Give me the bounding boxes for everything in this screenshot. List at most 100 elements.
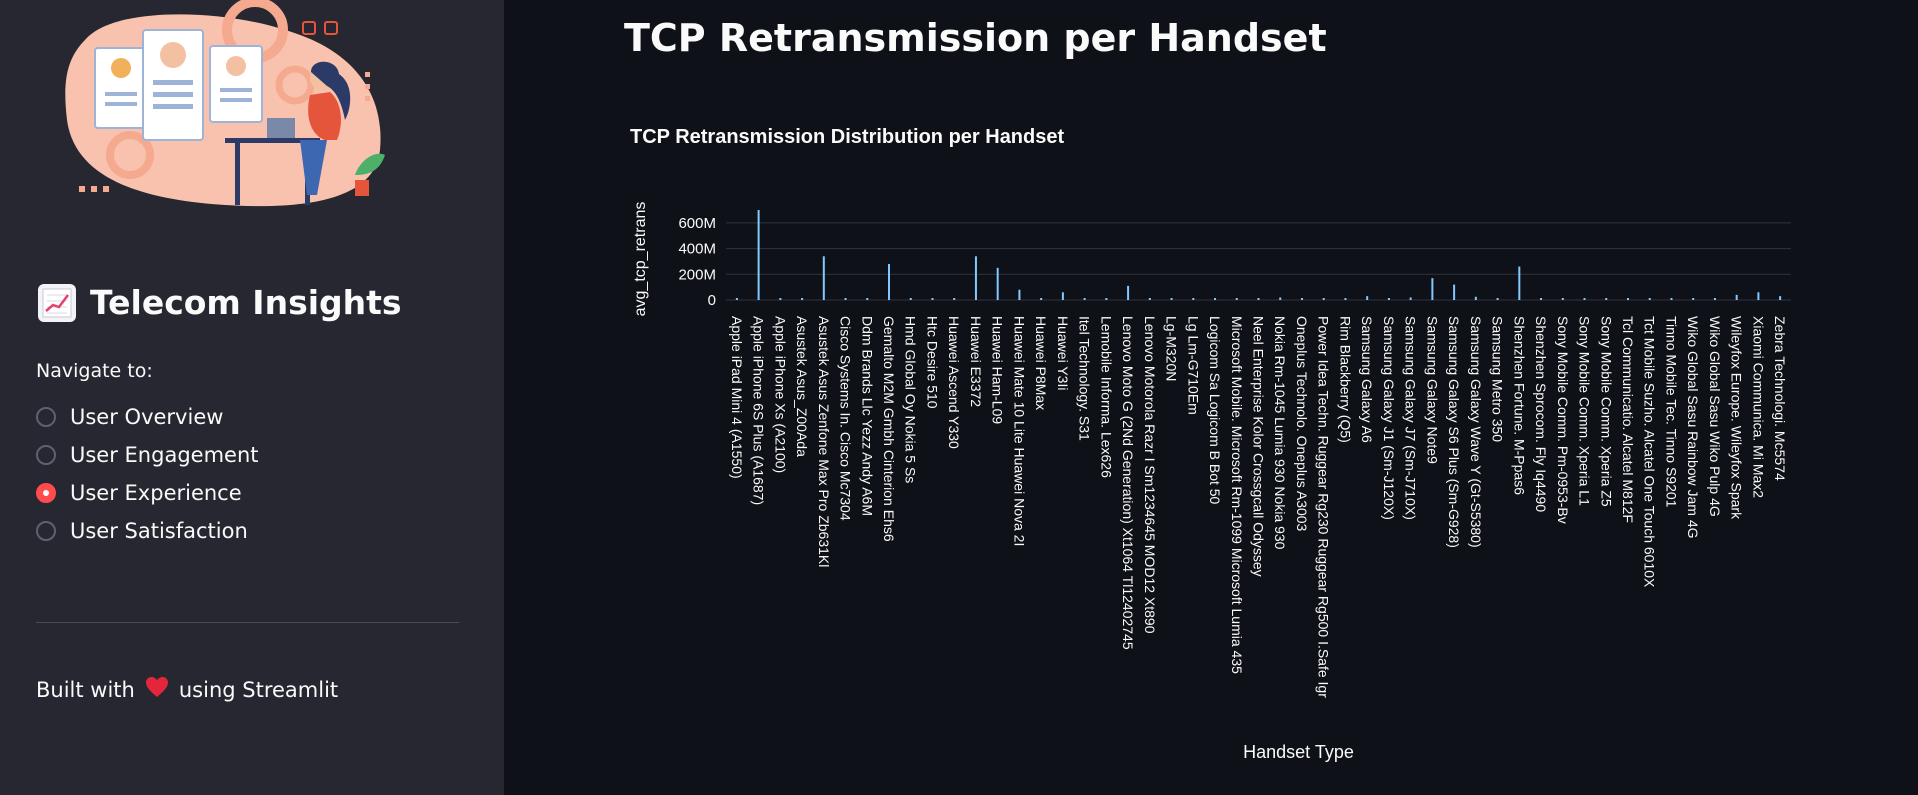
- nav-item-user-experience[interactable]: User Experience: [36, 474, 259, 512]
- app-title: Telecom Insights: [90, 283, 402, 322]
- bar[interactable]: [1366, 296, 1369, 300]
- footer-suffix: using Streamlit: [178, 677, 339, 702]
- bar[interactable]: [1605, 298, 1608, 300]
- bar[interactable]: [1757, 292, 1760, 300]
- x-tick-label: Oneplus Technolo. Oneplus A3003: [1294, 316, 1310, 532]
- bar[interactable]: [931, 298, 934, 300]
- x-tick-label: Asustek Asus Zenfone Max Pro Zb631Kl: [816, 316, 832, 567]
- x-tick-label: Gemalto M2M Gmbh Cinterion Ehs6: [881, 316, 897, 542]
- bar[interactable]: [1540, 298, 1543, 300]
- x-tick-label: Htc Desire 510: [924, 316, 940, 409]
- nav-label: Navigate to:: [36, 360, 153, 382]
- bar[interactable]: [757, 210, 760, 300]
- bar[interactable]: [1496, 298, 1499, 300]
- page-title: TCP Retransmission per Handset: [624, 16, 1327, 60]
- bar[interactable]: [1626, 298, 1629, 300]
- bar[interactable]: [909, 298, 912, 300]
- bar[interactable]: [1300, 298, 1303, 300]
- bar[interactable]: [1040, 298, 1043, 300]
- bar[interactable]: [1235, 298, 1238, 300]
- x-tick-label: Huawei E3372: [968, 316, 984, 407]
- bar[interactable]: [822, 256, 825, 300]
- nav-item-user-satisfaction[interactable]: User Satisfaction: [36, 512, 259, 550]
- x-tick-label: Tinno Mobile Tec. Tinno S9201: [1663, 316, 1679, 508]
- x-tick-label: Samsung Galaxy S6 Plus (Sm-G928): [1446, 316, 1462, 548]
- bar[interactable]: [1322, 298, 1325, 300]
- x-tick-label: Samsung Galaxy J7 (Sm-J710X): [1403, 316, 1419, 520]
- sidebar-footer: Built with using Streamlit: [36, 676, 338, 703]
- radio-button[interactable]: [36, 445, 56, 465]
- nav-item-label: User Engagement: [70, 443, 259, 467]
- bar[interactable]: [1431, 278, 1434, 300]
- x-tick-label: Huawei Y3Ii: [1055, 316, 1071, 390]
- bar[interactable]: [1561, 298, 1564, 300]
- y-tick-label: 0: [708, 292, 716, 309]
- bar[interactable]: [1061, 292, 1064, 300]
- nav-item-label: User Overview: [70, 405, 224, 429]
- radio-button[interactable]: [36, 521, 56, 541]
- bar[interactable]: [996, 267, 999, 300]
- x-tick-label: Cisco Systems In. Cisco Mc7304: [838, 316, 854, 521]
- footer-prefix: Built with: [36, 677, 135, 702]
- bar[interactable]: [1735, 294, 1738, 300]
- x-tick-label: Samsung Galaxy Note9: [1424, 316, 1440, 464]
- bar[interactable]: [866, 298, 869, 300]
- bar[interactable]: [779, 298, 782, 300]
- bar[interactable]: [1018, 289, 1021, 300]
- x-tick-label: Shenzhen Sprocom. Fly Iq4490: [1533, 316, 1549, 512]
- bar[interactable]: [1583, 298, 1586, 300]
- bar[interactable]: [844, 298, 847, 300]
- x-tick-label: Lg Lm-G710Em: [1185, 316, 1201, 415]
- bar[interactable]: [1344, 298, 1347, 300]
- y-tick-label: 400M: [678, 241, 716, 258]
- bar[interactable]: [1170, 298, 1173, 300]
- bar[interactable]: [1692, 298, 1695, 300]
- nav-item-label: User Experience: [70, 481, 242, 505]
- y-tick-label: 200M: [678, 266, 716, 283]
- x-tick-label: Tcl Communicatio. Alcatel M812F: [1620, 316, 1636, 523]
- x-tick-label: Power Idea Techn. Ruggear Rg230 Ruggear …: [1316, 316, 1332, 698]
- bar[interactable]: [1474, 296, 1477, 300]
- bar[interactable]: [1148, 298, 1151, 300]
- bar[interactable]: [974, 256, 977, 300]
- sidebar-hero-illustration: [65, 0, 385, 207]
- bar[interactable]: [1387, 298, 1390, 300]
- bar[interactable]: [953, 298, 956, 300]
- x-tick-label: Lg-M320N: [1164, 316, 1180, 381]
- x-tick-label: Nokia Rm-1045 Lumia 930 Nokia 930: [1272, 316, 1288, 550]
- bar[interactable]: [1192, 298, 1195, 300]
- x-tick-label: Zebra Technologi. Mc5574: [1772, 316, 1788, 481]
- x-tick-label: Samsung Galaxy J1 (Sm-J120X): [1381, 316, 1397, 520]
- bar[interactable]: [1257, 298, 1260, 300]
- bar[interactable]: [1670, 298, 1673, 300]
- bar[interactable]: [801, 298, 804, 300]
- x-tick-label: Shenzhen Fortune. M-Ppas6: [1511, 316, 1527, 495]
- bar[interactable]: [1453, 284, 1456, 300]
- bar[interactable]: [1083, 298, 1086, 300]
- radio-button[interactable]: [36, 407, 56, 427]
- x-tick-label: Huawei Ascend Y330: [946, 316, 962, 449]
- chart-title: TCP Retransmission Distribution per Hand…: [630, 126, 1065, 148]
- x-tick-label: Asustek Asus_Z00Ada: [794, 316, 810, 457]
- nav-item-user-overview[interactable]: User Overview: [36, 398, 259, 436]
- bar[interactable]: [888, 264, 891, 300]
- bar[interactable]: [1713, 298, 1716, 300]
- bar[interactable]: [1518, 266, 1521, 300]
- x-tick-label: Tct Mobile Suzho. Alcatel One Touch 6010…: [1642, 316, 1658, 588]
- bar[interactable]: [1779, 296, 1782, 300]
- x-tick-label: Neel Enterprise Kolor Crossgcall Odyssey: [1251, 316, 1267, 577]
- x-tick-label: Lenovo Moto G (2Nd Generation) Xt1064 Tl…: [1120, 316, 1136, 650]
- bar[interactable]: [1409, 297, 1412, 300]
- x-tick-label: Sony Mobile Comm. Pm-0953-Bv: [1555, 316, 1571, 524]
- radio-button-selected[interactable]: [36, 483, 56, 503]
- bar[interactable]: [1105, 298, 1108, 300]
- x-axis-label: Handset Type: [1243, 742, 1354, 762]
- x-tick-label: Microsoft Mobile. Microsoft Rm-1099 Micr…: [1229, 316, 1245, 674]
- tcp-retransmission-bar-chart[interactable]: avg_tcp_retrans Handset Type 0 200M 400M 60…: [616, 180, 1916, 780]
- bar[interactable]: [1279, 297, 1282, 300]
- bar[interactable]: [1127, 285, 1130, 300]
- nav-item-user-engagement[interactable]: User Engagement: [36, 436, 259, 474]
- bar[interactable]: [735, 298, 738, 300]
- bar[interactable]: [1214, 298, 1217, 300]
- bar[interactable]: [1648, 298, 1651, 300]
